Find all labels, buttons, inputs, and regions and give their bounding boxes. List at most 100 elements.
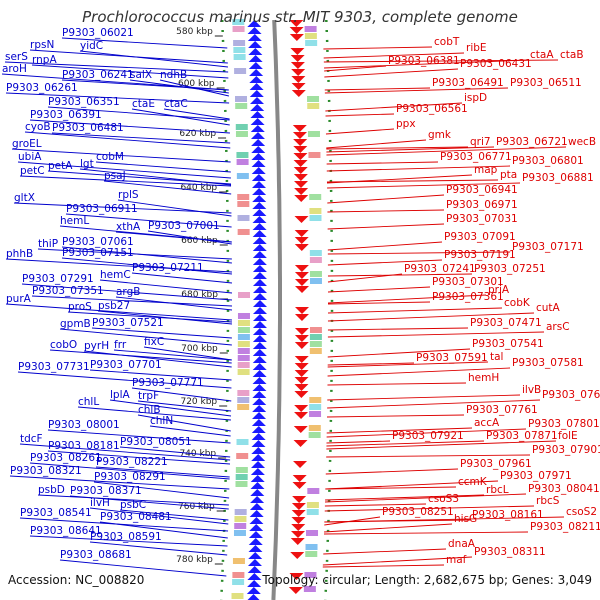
forward-gene-arrow [251, 426, 266, 433]
reverse-gene-arrow [293, 153, 308, 160]
gene-leader-line [89, 541, 228, 556]
gene-leader-line [325, 494, 485, 501]
gene-leader-line [326, 165, 511, 172]
reverse-feature-block [309, 411, 322, 417]
forward-gene-arrow [251, 139, 266, 146]
gene-leader-line [327, 399, 541, 409]
reverse-gene-arrow [293, 167, 308, 174]
reverse-feature-block [306, 509, 319, 515]
gene-label: P9303_06971 [446, 199, 518, 211]
genome-title: Prochlorococcus marinus str. MIT 9303, c… [82, 8, 518, 26]
forward-gene-arrow [252, 405, 267, 412]
reverse-feature-block [309, 334, 322, 340]
gene-label: salX [130, 69, 152, 81]
forward-feature-block [237, 355, 250, 361]
reverse-feature-block [305, 551, 318, 557]
forward-gene-arrow [250, 125, 265, 132]
gene-leader-line [324, 503, 427, 507]
forward-gene-arrow [250, 496, 265, 503]
ruler-label: 580 kbp [176, 27, 213, 37]
gene-label: ilvH [90, 497, 110, 509]
gene-label: ctaA [530, 49, 554, 61]
reverse-gene-arrow [290, 55, 305, 62]
reverse-gene-arrow [291, 510, 306, 517]
ruler-label: 600 kbp [178, 79, 215, 89]
forward-gene-arrow [248, 55, 263, 62]
gene-label: P9303_07291 [22, 273, 94, 285]
gene-leader-line [326, 146, 567, 156]
forward-gene-arrow [249, 83, 264, 90]
ruler-label: 780 kbp [176, 555, 213, 565]
gene-leader-line [61, 37, 228, 49]
gene-leader-line [325, 102, 463, 112]
gene-leader-line [327, 273, 473, 277]
forward-gene-arrow [252, 356, 267, 363]
gene-leader-line [323, 548, 447, 555]
forward-feature-block [237, 334, 250, 340]
gene-leader-line [77, 406, 231, 421]
reverse-gene-arrow [290, 48, 305, 55]
ruler-label: 620 kbp [179, 129, 216, 139]
reverse-gene-arrow [294, 272, 309, 279]
forward-feature-block [237, 397, 250, 403]
gene-label: P9303_06801 [512, 155, 584, 167]
gene-label: P9303_08321 [10, 465, 82, 477]
forward-gene-arrow [247, 573, 262, 580]
reverse-feature-block [309, 215, 322, 221]
forward-feature-block [233, 47, 246, 53]
reverse-feature-block [309, 271, 322, 277]
gene-leader-line [327, 182, 521, 189]
gene-leader-line [323, 52, 465, 59]
gene-label: tal [490, 351, 503, 363]
gene-leader-line [113, 349, 232, 361]
gene-leader-line [323, 46, 433, 50]
reverse-gene-arrow [290, 552, 305, 559]
gene-label: P9303_06881 [522, 172, 594, 184]
gene-leader-line [47, 429, 231, 444]
reverse-feature-block [309, 348, 322, 354]
gene-label: P9303_07901 [532, 444, 600, 456]
forward-gene-arrow [251, 160, 266, 167]
gene-label: cutA [536, 302, 561, 314]
forward-gene-arrow [248, 552, 263, 559]
reverse-gene-arrow [294, 195, 309, 202]
forward-gene-arrow [252, 328, 267, 335]
reverse-strand-labels: cobT ribE ctaA ctaB P9303_06381 P9303_06431 P9… [322, 36, 600, 568]
backbone-line [271, 19, 282, 600]
gene-label: P9303_07961 [460, 458, 532, 470]
forward-gene-arrow [250, 482, 265, 489]
gene-label: P9303_08181 [48, 440, 120, 452]
gene-leader-line [143, 346, 232, 361]
gene-label: gpmB [60, 318, 91, 330]
reverse-feature-block [304, 33, 317, 39]
forward-gene-arrow [248, 531, 263, 538]
gene-leader-line [37, 494, 229, 506]
gene-label: P9303_06481 [52, 122, 124, 134]
forward-gene-arrow [252, 377, 267, 384]
reverse-gene-arrow [294, 244, 309, 251]
gene-label: P9303_06511 [510, 77, 582, 89]
forward-gene-arrow [247, 559, 262, 566]
reverse-gene-arrow [292, 125, 307, 132]
gene-label: P9303_08311 [474, 546, 546, 558]
gene-label: P9303_08051 [120, 436, 192, 448]
gene-leader-line [29, 535, 228, 547]
gene-label: rnpA [32, 54, 57, 66]
gene-label: P9303_07171 [512, 241, 584, 253]
gene-label: P9303_06021 [62, 27, 134, 39]
gene-label: fixC [144, 336, 164, 348]
gene-leader-line [326, 146, 495, 153]
forward-feature-block [232, 579, 245, 585]
reverse-feature-block [304, 26, 317, 32]
gene-leader-line [19, 517, 229, 532]
gene-label: hemC [100, 269, 131, 281]
gene-leader-line [119, 509, 229, 521]
forward-gene-arrow [247, 20, 262, 27]
gene-label: P9303_06431 [460, 58, 532, 70]
gene-leader-line [327, 294, 487, 304]
gene-label: tdcF [20, 433, 43, 445]
gene-label: rbcL [486, 484, 509, 496]
gene-leader-line [327, 286, 431, 293]
forward-gene-arrow [252, 195, 267, 202]
